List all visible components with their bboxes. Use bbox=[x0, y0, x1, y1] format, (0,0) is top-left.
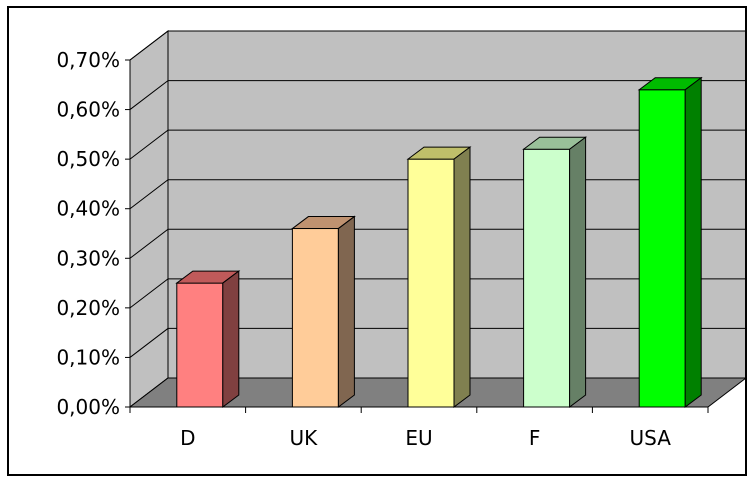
y-tick-label: 0,10% bbox=[56, 345, 120, 369]
y-tick-label: 0,50% bbox=[56, 147, 120, 171]
bar-front bbox=[638, 89, 686, 408]
bar-uk bbox=[290, 215, 356, 408]
bars bbox=[175, 76, 703, 408]
bar-side bbox=[453, 146, 471, 408]
bar-front bbox=[291, 228, 339, 408]
x-tick-label: USA bbox=[630, 426, 672, 450]
x-tick-label: F bbox=[529, 426, 541, 450]
bar-front bbox=[523, 148, 571, 408]
side-wall bbox=[129, 29, 169, 409]
x-tick-label: D bbox=[180, 426, 195, 450]
gridline bbox=[129, 30, 745, 61]
bar-chart: 0,00% 0,10% 0,20% 0,30% 0,40% 0,50% 0,60% 0,70%… bbox=[56, 29, 745, 450]
x-tick-label: EU bbox=[405, 426, 432, 450]
gridline bbox=[129, 129, 745, 160]
y-tick-label: 0,60% bbox=[56, 98, 120, 122]
y-tick-label: 0,40% bbox=[56, 197, 120, 221]
x-tick-label: UK bbox=[290, 426, 319, 450]
bar-front bbox=[176, 282, 224, 408]
y-tick-label: 0,20% bbox=[56, 296, 120, 320]
y-tick-label: 0,70% bbox=[56, 48, 120, 72]
y-tick-label: 0,00% bbox=[56, 395, 120, 419]
bar-eu bbox=[406, 146, 472, 408]
bar-side bbox=[222, 270, 240, 408]
bar-front bbox=[407, 158, 455, 408]
bar-side bbox=[684, 76, 702, 408]
y-tick-labels: 0,00% 0,10% 0,20% 0,30% 0,40% 0,50% 0,60% 0,70% bbox=[56, 48, 120, 419]
chart-frame: 0,00% 0,10% 0,20% 0,30% 0,40% 0,50% 0,60% 0,70%… bbox=[7, 6, 747, 476]
bar-f bbox=[522, 136, 588, 408]
x-tick-labels: D UK EU F USA bbox=[180, 426, 671, 450]
bar-side bbox=[337, 215, 355, 408]
bar-side bbox=[569, 136, 587, 408]
bar-usa bbox=[637, 76, 703, 408]
bar-d bbox=[175, 270, 241, 408]
gridline bbox=[129, 80, 745, 110]
y-tick-label: 0,30% bbox=[56, 246, 120, 270]
